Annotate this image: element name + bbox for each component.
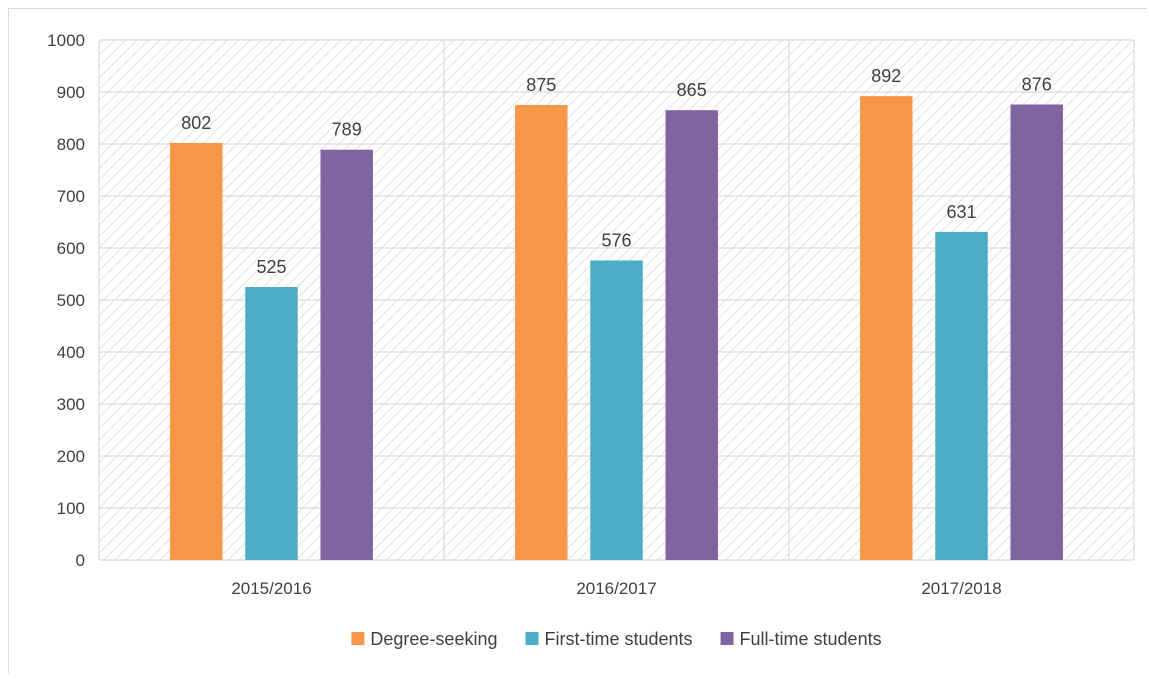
data-label: 802 (181, 113, 211, 133)
y-tick-label: 700 (57, 187, 85, 206)
data-label: 789 (332, 120, 362, 140)
legend: Degree-seeking First-time students Full-ti… (351, 629, 882, 649)
y-tick-label: 800 (57, 135, 85, 154)
bar[interactable] (245, 287, 298, 560)
y-tick-label: 900 (57, 83, 85, 102)
bar[interactable] (1010, 104, 1063, 560)
legend-label: First-time students (544, 629, 692, 649)
y-tick-label: 100 (57, 499, 85, 518)
legend-label: Degree-seeking (370, 629, 497, 649)
y-tick-label: 600 (57, 239, 85, 258)
chart-frame: 0 100 200 300 400 500 600 700 800 900 1000 802 525 78… (8, 8, 1147, 673)
y-tick-label: 200 (57, 447, 85, 466)
legend-swatch (720, 632, 734, 645)
bar[interactable] (590, 260, 643, 560)
data-label: 631 (946, 202, 976, 222)
legend-item[interactable]: First-time students (525, 629, 693, 649)
legend-item[interactable]: Degree-seeking (351, 629, 497, 649)
y-tick-label: 500 (57, 291, 85, 310)
bar[interactable] (515, 105, 568, 560)
bar[interactable] (860, 96, 913, 560)
legend-swatch (351, 632, 365, 645)
y-tick-label: 1000 (47, 31, 85, 50)
y-tick-label: 0 (76, 551, 85, 570)
x-category-label: 2017/2018 (921, 579, 1001, 598)
bar-chart: 0 100 200 300 400 500 600 700 800 900 1000 802 525 78… (47, 31, 1135, 649)
x-category-label: 2015/2016 (231, 579, 311, 598)
data-label: 875 (526, 75, 556, 95)
bar[interactable] (170, 142, 223, 560)
data-label: 876 (1022, 74, 1052, 94)
y-tick-label: 400 (57, 343, 85, 362)
legend-label: Full-time students (740, 629, 882, 649)
x-category-label: 2016/2017 (576, 579, 656, 598)
legend-item[interactable]: Full-time students (720, 629, 882, 649)
legend-swatch (525, 632, 539, 645)
bar[interactable] (320, 149, 373, 560)
y-tick-label: 300 (57, 395, 85, 414)
bar[interactable] (935, 231, 988, 560)
data-label: 525 (256, 257, 286, 277)
data-label: 576 (601, 230, 631, 250)
bar[interactable] (665, 110, 718, 560)
data-label: 865 (677, 80, 707, 100)
data-label: 892 (871, 66, 901, 86)
